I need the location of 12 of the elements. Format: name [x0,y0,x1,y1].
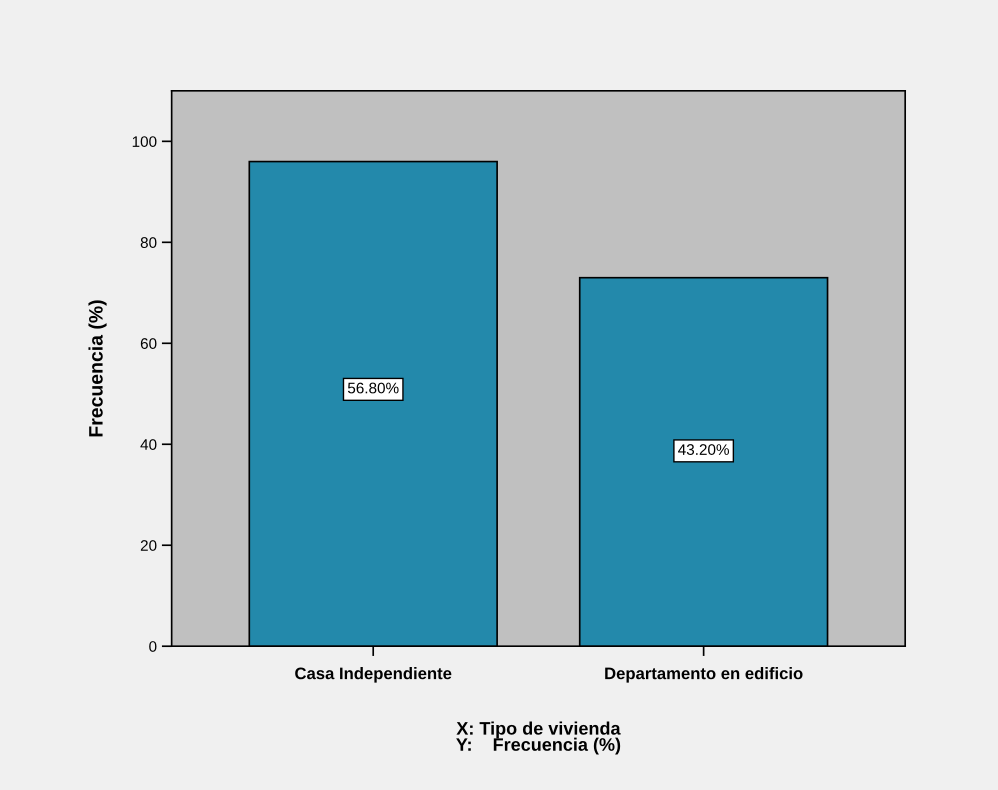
x-axis-title: X: Tipo de vivienda Y: Frecuencia (%) [456,721,621,754]
annotation: 43.20% [678,444,729,455]
y-axis-title: Frecuencia (%) [88,300,107,436]
y-tick-label: 20 [140,540,156,551]
y-tick-label: 60 [140,338,156,349]
y-tick-label: 80 [140,237,156,248]
y-tick-label: 40 [140,439,156,450]
x-tick-label: Casa Independiente [295,667,452,683]
annotation: 56.80% [348,382,399,394]
x-tick-label: Departamento en edificio [605,667,803,683]
y-tick-label: 0 [149,641,156,652]
y-tick-label: 100 [132,136,156,148]
